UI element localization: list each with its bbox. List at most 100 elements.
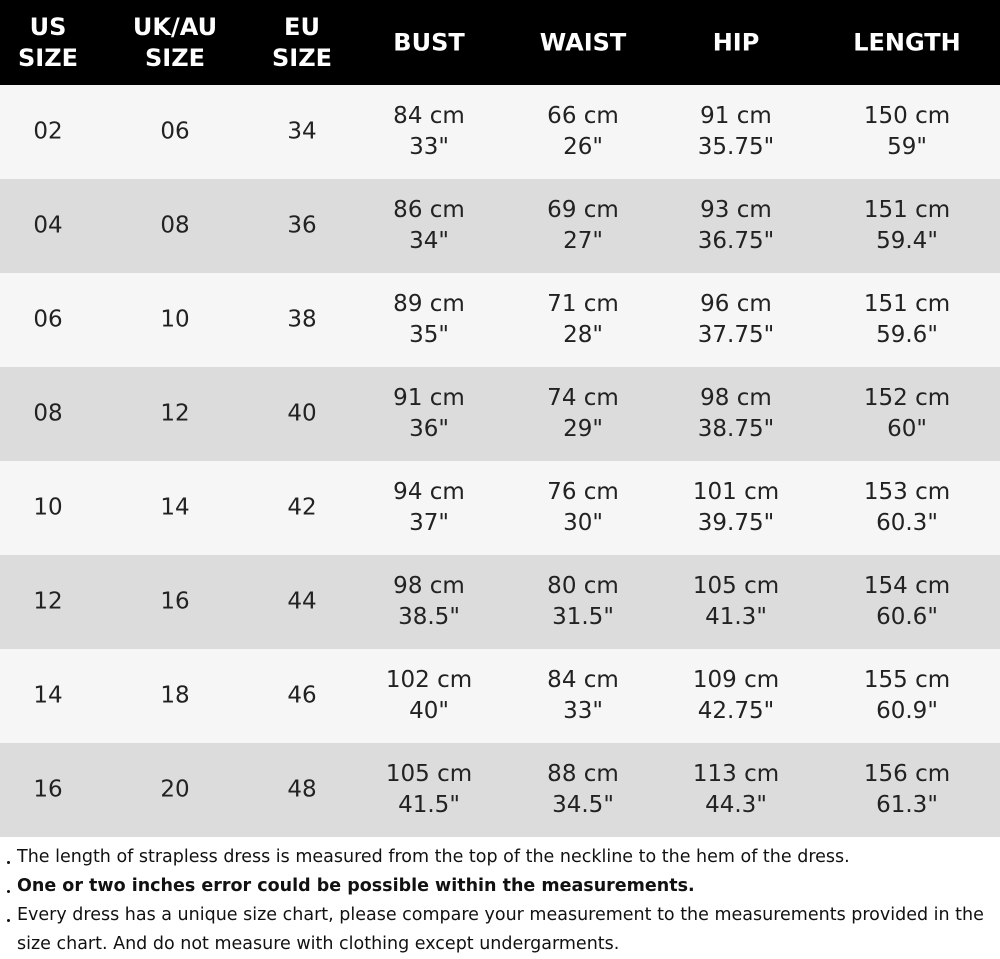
table-row: 14 18 46 102 cm 40" 84 cm 33" 109 cm 42.75" 155 c… <box>0 649 1000 743</box>
cell: HIP <box>713 28 760 59</box>
table-row: 02 06 34 84 cm 33" 66 cm 26" 91 cm 35.75" 150 cm 5… <box>0 85 1000 179</box>
cell-text: 74 cm <box>547 385 619 411</box>
cell-text: 76 cm <box>547 479 619 505</box>
cell: 84 cm 33" <box>547 665 619 727</box>
cell: 93 cm 36.75" <box>698 195 774 257</box>
cell-text: 29" <box>563 416 603 442</box>
cell: 151 cm 59.6" <box>864 289 950 351</box>
cell-text: 36" <box>409 416 449 442</box>
cell-text: 84 cm <box>547 667 619 693</box>
cell-text: 35" <box>409 322 449 348</box>
cell-text: 14 <box>160 494 190 521</box>
cell: 74 cm 29" <box>547 383 619 445</box>
cell-text: 151 cm <box>863 197 951 223</box>
note: One or two inches error could be possibl… <box>5 872 990 901</box>
cell: 71 cm 28" <box>547 289 619 351</box>
cell-text: 156 cm <box>863 761 951 787</box>
cell-text: 150 cm <box>863 103 951 129</box>
cell: 80 cm 31.5" <box>547 571 619 633</box>
cell-text: 38.5" <box>398 604 460 630</box>
cell: 16 <box>33 775 62 806</box>
cell-text: 36 <box>287 212 317 239</box>
cell: 10 <box>33 493 62 524</box>
cell-text: 41.5" <box>398 792 460 818</box>
cell: 66 cm 26" <box>547 101 619 163</box>
cell: WAIST <box>540 28 627 59</box>
cell-text: 38 <box>287 306 317 333</box>
cell-text: 44.3" <box>705 792 767 818</box>
cell-text: 06 <box>33 306 63 333</box>
cell: US SIZE <box>18 12 78 74</box>
cell-text: 60.9" <box>876 698 938 724</box>
cell-text: 40" <box>409 698 449 724</box>
cell: 94 cm 37" <box>393 477 465 539</box>
cell-text: 37.75" <box>697 322 775 348</box>
cell: 154 cm 60.6" <box>864 571 950 633</box>
cell: 98 cm 38.5" <box>393 571 465 633</box>
cell: 40 <box>287 399 316 430</box>
cell-text: 113 cm <box>692 761 780 787</box>
cell-text: 27" <box>563 228 603 254</box>
table-row: 08 12 40 91 cm 36" 74 cm 29" 98 cm 38.75" 152 cm 6… <box>0 367 1000 461</box>
cell-text: 96 cm <box>700 291 772 317</box>
cell: EU SIZE <box>272 12 332 74</box>
cell-text: 10 <box>160 306 190 333</box>
cell-text: 152 cm <box>863 385 951 411</box>
cell-text: 12 <box>33 588 63 615</box>
cell-text: BUST <box>393 28 465 57</box>
cell: 36 <box>287 211 316 242</box>
cell: 113 cm 44.3" <box>693 759 779 821</box>
note: Every dress has a unique size chart, ple… <box>5 901 990 959</box>
cell-text: 101 cm <box>692 479 780 505</box>
cell-text: 18 <box>160 682 190 709</box>
cell-text: 93 cm <box>700 197 772 223</box>
cell: 105 cm 41.3" <box>693 571 779 633</box>
table-row: 04 08 36 86 cm 34" 69 cm 27" 93 cm 36.75" 151 cm 5… <box>0 179 1000 273</box>
table-header: US SIZE UK/AU SIZE EU SIZE BUST WAIST HIP LENGTH <box>0 0 1000 85</box>
cell: LENGTH <box>853 28 961 59</box>
cell-text: 34.5" <box>552 792 614 818</box>
cell: 150 cm 59" <box>864 101 950 163</box>
cell-text: US <box>29 13 67 41</box>
cell: 34 <box>287 117 316 148</box>
cell-text: 153 cm <box>863 479 951 505</box>
cell: 98 cm 38.75" <box>698 383 774 445</box>
cell-text: 26" <box>563 134 603 160</box>
cell-text: 98 cm <box>700 385 772 411</box>
cell-text: 155 cm <box>863 667 951 693</box>
cell-text: 16 <box>160 588 190 615</box>
cell-text: SIZE <box>271 44 333 72</box>
cell-text: 61.3" <box>876 792 938 818</box>
cell-text: 14 <box>33 682 63 709</box>
cell: 96 cm 37.75" <box>698 289 774 351</box>
cell-text: 04 <box>33 212 63 239</box>
table-row: 06 10 38 89 cm 35" 71 cm 28" 96 cm 37.75" 151 cm 5… <box>0 273 1000 367</box>
cell: 156 cm 61.3" <box>864 759 950 821</box>
cell-text: SIZE <box>17 44 79 72</box>
cell-text: 42.75" <box>697 698 775 724</box>
cell: 12 <box>160 399 189 430</box>
cell-text: 41.3" <box>705 604 767 630</box>
cell: 86 cm 34" <box>393 195 465 257</box>
cell-text: 37" <box>409 510 449 536</box>
notes: The length of strapless dress is measure… <box>5 843 990 959</box>
cell: 91 cm 36" <box>393 383 465 445</box>
table-row: 12 16 44 98 cm 38.5" 80 cm 31.5" 105 cm 41.3" 154… <box>0 555 1000 649</box>
cell: 102 cm 40" <box>386 665 472 727</box>
cell: 44 <box>287 587 316 618</box>
cell-text: 12 <box>160 400 190 427</box>
cell: 109 cm 42.75" <box>693 665 779 727</box>
cell: 14 <box>33 681 62 712</box>
cell: 152 cm 60" <box>864 383 950 445</box>
cell-text: 151 cm <box>863 291 951 317</box>
cell: 42 <box>287 493 316 524</box>
cell-text: 71 cm <box>547 291 619 317</box>
cell-text: LENGTH <box>853 28 961 57</box>
cell: 155 cm 60.9" <box>864 665 950 727</box>
cell-text: 60.3" <box>876 510 938 536</box>
cell-text: 66 cm <box>547 103 619 129</box>
cell: UK/AU SIZE <box>133 12 217 74</box>
cell: 151 cm 59.4" <box>864 195 950 257</box>
cell: 10 <box>160 305 189 336</box>
